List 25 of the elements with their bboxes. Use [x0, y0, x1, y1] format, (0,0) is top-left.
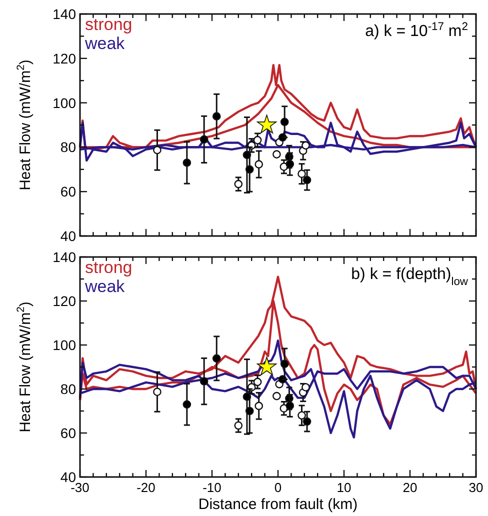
x-tick-label: -10: [202, 480, 222, 495]
x-tick-label: 10: [336, 480, 352, 495]
y-tick-label: 60: [60, 184, 76, 200]
y-tick-label: 140: [52, 6, 76, 22]
y-tick-label: 40: [60, 228, 76, 244]
y-tick-label: 120: [52, 293, 76, 309]
annotation: a) k = 10$^{-17}$ m$^{2}$: [365, 21, 468, 40]
y-tick-label: 80: [60, 139, 76, 156]
text: strong: [85, 258, 132, 277]
y-tick-label: 60: [60, 425, 76, 441]
x-tick-label: 30: [468, 480, 484, 495]
text: weak: [84, 34, 126, 53]
y-tick-label: 100: [52, 94, 76, 111]
y-tick-label: 100: [52, 337, 76, 353]
y-tick-label: 40: [60, 469, 76, 485]
text: weak: [84, 277, 126, 296]
y-tick-label: 120: [52, 50, 76, 66]
text: strong: [85, 15, 132, 34]
x-tick-label: -20: [136, 480, 156, 495]
y-tick-label: 80: [60, 381, 76, 397]
y-tick-label: 140: [52, 249, 76, 265]
x-tick-label: 0: [274, 480, 282, 495]
annotation: b) k = f(depth)$_{low}$: [351, 266, 469, 288]
x-tick-label: 20: [402, 480, 418, 495]
x-axis-title: Distance from fault (km): [198, 496, 358, 513]
